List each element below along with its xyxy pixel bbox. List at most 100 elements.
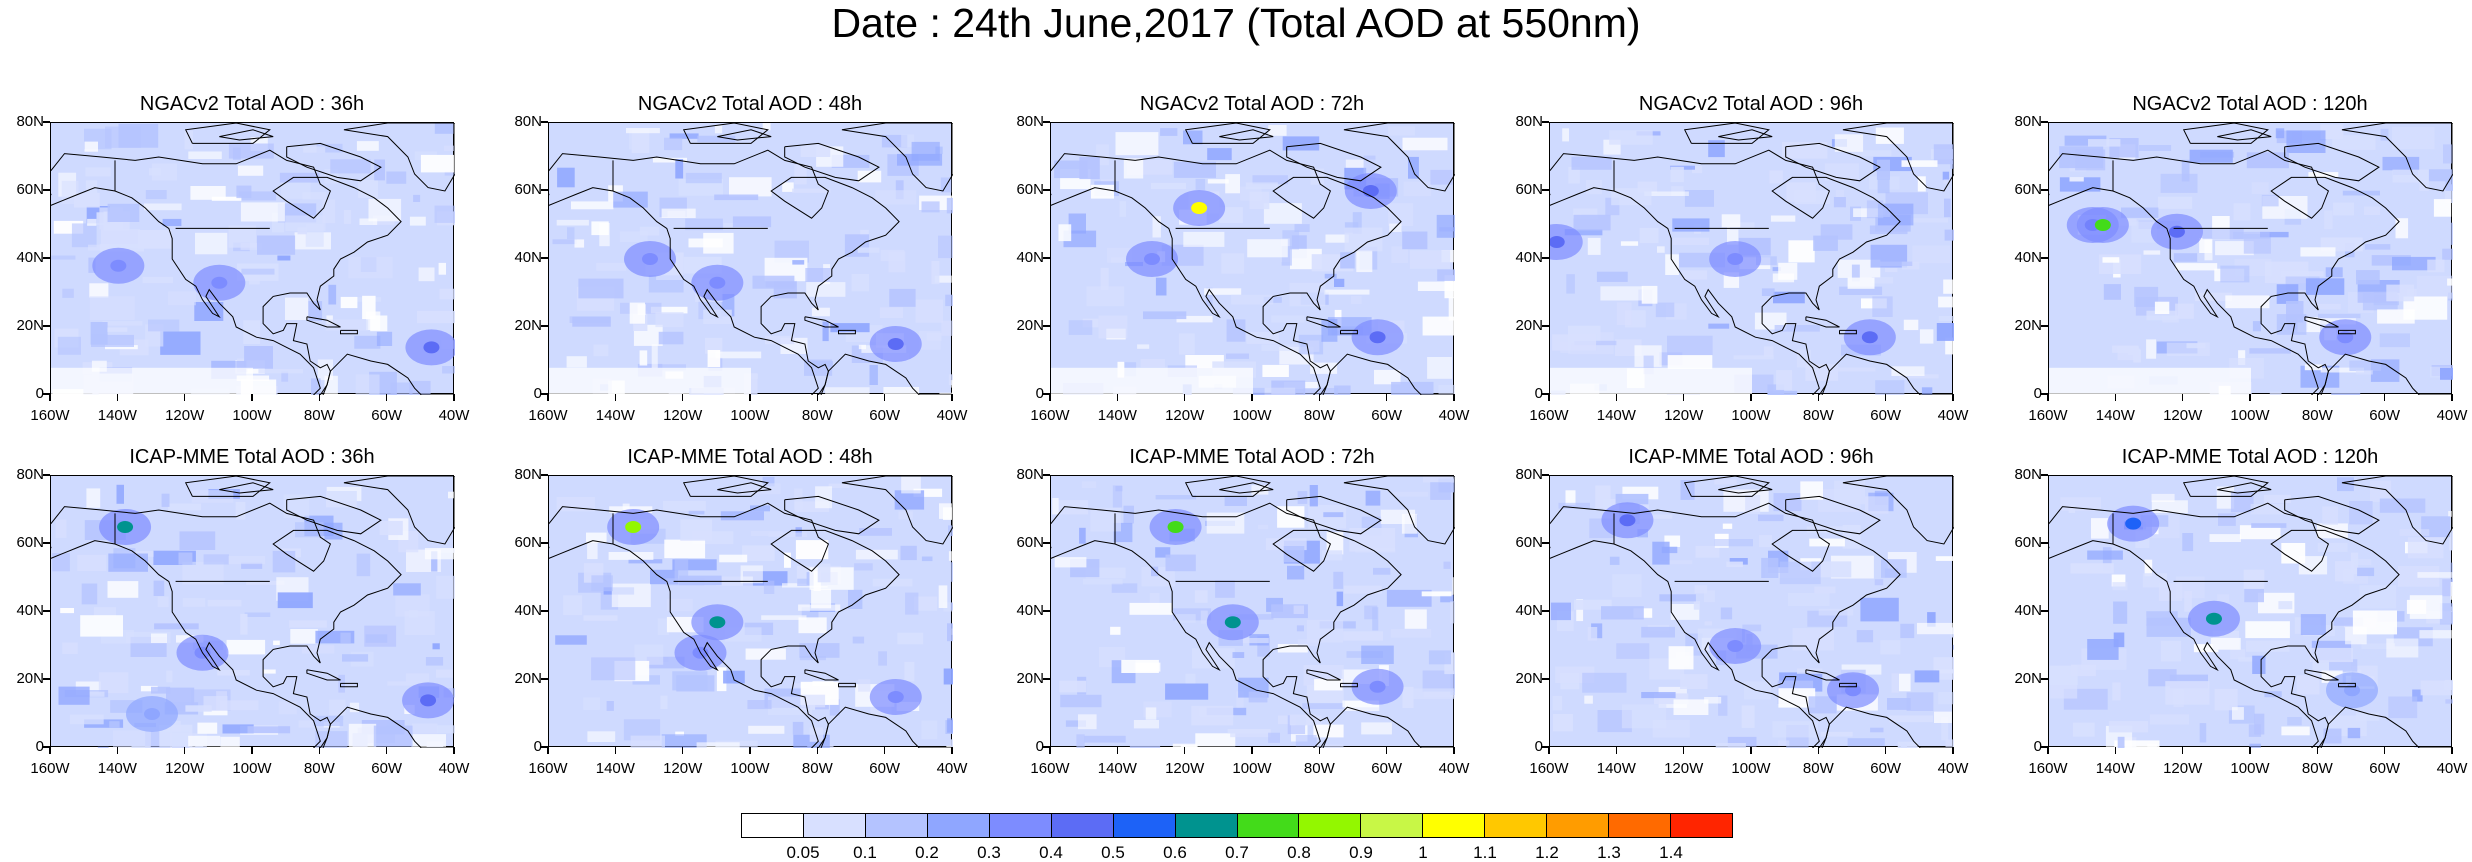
- aod-cell: [1448, 297, 1455, 321]
- lat-tick-mark: [1542, 325, 1549, 327]
- aod-cell: [1268, 125, 1287, 136]
- colorbar-swatch: [1671, 813, 1733, 838]
- aod-cell: [1652, 541, 1670, 565]
- aod-cell: [1112, 485, 1123, 508]
- lon-tick-label: 40W: [1937, 407, 1969, 424]
- coastline-island: [1805, 669, 1840, 681]
- aod-cell: [1246, 331, 1279, 344]
- colorbar-label: 0.5: [1101, 843, 1125, 862]
- aod-cell: [404, 611, 435, 635]
- aod-cell: [628, 559, 663, 564]
- aod-cell: [285, 297, 309, 320]
- aod-cell: [897, 632, 924, 645]
- aod-cell: [2249, 348, 2291, 354]
- aod-cell: [1231, 638, 1269, 644]
- aod-hotspot: [1619, 514, 1636, 527]
- aod-cell: [1550, 602, 1571, 621]
- aod-cell: [1759, 535, 1772, 548]
- aod-cell: [1444, 275, 1455, 299]
- aod-cell: [745, 648, 786, 660]
- panel-ngacv2-120h-title: NGACv2 Total AOD : 120h: [2132, 93, 2368, 115]
- aod-cell: [197, 722, 218, 734]
- aod-cell: [1917, 176, 1926, 192]
- aod-cell: [1063, 230, 1097, 248]
- lon-tick-label: 80W: [1802, 760, 1834, 777]
- aod-cell: [1295, 735, 1317, 747]
- aod-cell: [1558, 502, 1590, 509]
- aod-cell: [1111, 583, 1138, 593]
- coastline-greenland: [841, 476, 953, 545]
- aod-cell: [2388, 696, 2418, 719]
- lat-tick-mark: [1542, 189, 1549, 191]
- aod-cell: [2439, 603, 2453, 625]
- aod-cell: [1834, 134, 1864, 152]
- aod-cell: [658, 331, 684, 345]
- aod-cell: [800, 144, 831, 157]
- aod-cell: [1261, 344, 1301, 351]
- aod-cell: [663, 500, 706, 512]
- coastline-island: [2338, 682, 2356, 688]
- aod-cell: [2160, 173, 2198, 193]
- aod-cell: [2300, 247, 2336, 257]
- aod-cell: [1652, 719, 1690, 738]
- aod-cell: [1323, 289, 1370, 295]
- lon-tick-label: 80W: [303, 407, 335, 424]
- aod-cell: [593, 344, 609, 357]
- aod-field: [1550, 476, 1954, 748]
- aod-cell: [1695, 545, 1720, 558]
- aod-cell: [1668, 646, 1694, 670]
- aod-cell: [950, 739, 953, 748]
- aod-cell: [774, 240, 809, 263]
- lon-tick-mark: [318, 394, 321, 401]
- aod-low-band: [1550, 367, 1752, 395]
- lat-tick-mark: [541, 474, 548, 476]
- colorbar-swatch: [1175, 813, 1238, 838]
- lon-tick-mark: [1817, 394, 1820, 401]
- aod-cell: [1302, 703, 1343, 709]
- aod-cell: [1934, 711, 1952, 723]
- aod-cell: [857, 170, 882, 183]
- lat-tick-mark: [1043, 746, 1050, 748]
- coastline-island: [219, 482, 274, 494]
- aod-cell: [639, 226, 660, 236]
- aod-cell: [1733, 355, 1774, 360]
- lat-tick-mark: [1542, 678, 1549, 680]
- aod-cell: [1098, 315, 1128, 339]
- aod-cell: [951, 380, 953, 388]
- aod-cell: [822, 321, 829, 342]
- aod-cell: [688, 510, 705, 515]
- aod-cell: [151, 163, 177, 181]
- aod-cell: [1155, 277, 1167, 296]
- lat-tick-label: 40N: [1016, 602, 1044, 619]
- lon-tick-label: 120W: [663, 760, 703, 777]
- aod-cell: [2427, 259, 2445, 273]
- aod-cell: [1224, 496, 1247, 506]
- aod-cell: [629, 129, 650, 150]
- lat-tick-label: 60N: [1515, 181, 1543, 198]
- aod-cell: [272, 550, 296, 573]
- aod-cell: [946, 197, 953, 214]
- aod-cell: [93, 607, 116, 618]
- lon-tick-label: 100W: [1731, 407, 1771, 424]
- aod-cell: [2355, 712, 2380, 721]
- lon-tick-mark: [2047, 747, 2049, 754]
- aod-cell: [1773, 493, 1802, 512]
- aod-cell: [1265, 538, 1307, 551]
- aod-cell: [1404, 609, 1427, 629]
- aod-cell: [2286, 130, 2326, 153]
- aod-cell: [2251, 523, 2287, 528]
- lat-tick-label: 60N: [16, 181, 44, 198]
- lat-tick-mark: [1043, 257, 1050, 259]
- aod-cell: [2420, 680, 2453, 696]
- aod-cell: [226, 639, 266, 655]
- aod-cell: [216, 691, 227, 711]
- aod-cell: [1123, 505, 1134, 524]
- aod-cell: [1225, 174, 1240, 194]
- aod-cell: [1847, 738, 1885, 747]
- aod-cell: [439, 288, 455, 300]
- aod-cell: [88, 244, 110, 251]
- aod-cell: [151, 633, 167, 643]
- aod-cell: [1172, 743, 1197, 748]
- coastline-island: [2304, 316, 2339, 328]
- aod-cell: [2399, 529, 2430, 536]
